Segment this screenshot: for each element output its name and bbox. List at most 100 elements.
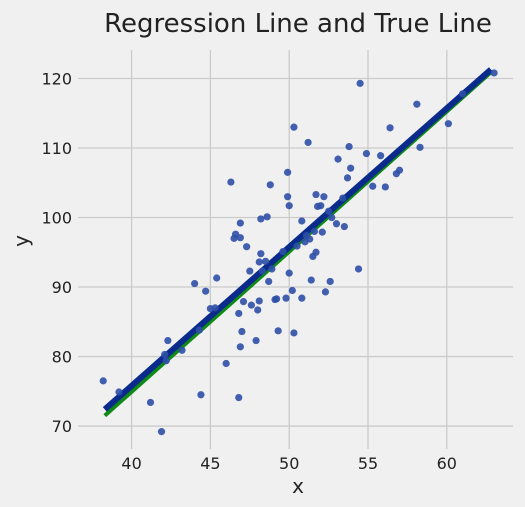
data-point <box>255 297 263 305</box>
data-point <box>284 193 292 201</box>
data-point <box>257 250 265 258</box>
data-point <box>247 301 255 309</box>
regression-line <box>102 67 493 412</box>
data-points <box>99 69 498 436</box>
grid <box>78 50 513 449</box>
data-point <box>369 182 377 190</box>
data-point <box>211 304 219 312</box>
data-point <box>395 166 404 174</box>
data-point <box>236 343 244 351</box>
data-point <box>285 269 293 277</box>
data-point <box>227 178 235 186</box>
data-point <box>239 298 248 306</box>
data-point <box>293 242 301 250</box>
data-point <box>284 168 292 176</box>
data-point <box>178 346 186 354</box>
x-tick-label: 60 <box>437 454 457 473</box>
data-point <box>202 287 210 295</box>
data-point <box>268 265 276 273</box>
data-point <box>288 286 296 295</box>
data-point <box>306 235 314 243</box>
data-point <box>246 267 254 275</box>
data-point <box>317 202 325 210</box>
data-point <box>157 428 166 436</box>
x-tick-labels: 40 45 50 55 60 <box>121 454 457 473</box>
data-point <box>279 247 287 256</box>
data-point <box>312 248 320 256</box>
data-point <box>282 294 290 302</box>
data-point <box>257 215 265 223</box>
data-point <box>195 326 203 334</box>
data-point <box>236 219 244 227</box>
data-point <box>354 265 363 273</box>
data-point <box>304 138 312 147</box>
x-tick-label: 40 <box>121 454 141 473</box>
data-point <box>263 213 271 221</box>
data-point <box>413 100 421 108</box>
data-point <box>458 90 467 98</box>
data-point <box>258 267 267 275</box>
data-point <box>340 222 348 231</box>
data-point <box>261 257 270 265</box>
data-point <box>146 398 155 407</box>
data-point <box>307 276 315 284</box>
data-point <box>356 79 364 87</box>
y-tick-label: 120 <box>41 70 72 89</box>
data-point <box>161 350 169 359</box>
data-point <box>339 194 347 202</box>
data-point <box>197 391 205 399</box>
data-point <box>345 143 353 151</box>
data-point <box>321 288 330 296</box>
data-point <box>290 329 298 337</box>
data-point <box>235 309 243 318</box>
data-point <box>191 279 199 288</box>
data-point <box>444 120 452 128</box>
data-point <box>235 393 243 402</box>
y-tick-label: 80 <box>52 348 72 367</box>
data-point <box>377 152 385 160</box>
data-point <box>274 327 282 335</box>
data-point <box>416 143 424 151</box>
data-point <box>243 243 251 251</box>
data-point <box>381 183 389 191</box>
data-point <box>236 234 244 242</box>
data-point <box>343 174 352 182</box>
data-point <box>99 377 107 385</box>
data-point <box>324 207 333 215</box>
data-point <box>254 306 262 314</box>
y-tick-label: 90 <box>52 278 72 297</box>
data-point <box>265 277 273 286</box>
data-point <box>255 258 263 266</box>
y-tick-labels: 70 80 90 100 110 120 <box>41 70 72 437</box>
data-point <box>266 181 274 189</box>
x-tick-label: 55 <box>358 454 378 473</box>
data-point <box>490 69 498 77</box>
data-point <box>164 336 172 345</box>
data-point <box>310 227 319 236</box>
x-axis-label: x <box>292 474 304 498</box>
data-point <box>312 190 320 199</box>
data-point <box>328 213 336 222</box>
data-point <box>386 124 394 132</box>
data-point <box>290 123 298 131</box>
data-point <box>347 164 355 172</box>
data-point <box>115 388 123 396</box>
data-point <box>272 295 281 303</box>
data-point <box>162 357 170 365</box>
data-point <box>334 155 342 163</box>
chart-title: Regression Line and True Line <box>104 9 492 39</box>
x-tick-label: 50 <box>279 454 299 473</box>
data-point <box>213 274 221 282</box>
data-point <box>222 359 230 368</box>
data-point <box>252 336 260 345</box>
data-point <box>320 193 328 201</box>
y-axis-label: y <box>9 235 33 247</box>
data-point <box>332 220 341 228</box>
y-tick-label: 70 <box>52 417 72 436</box>
y-tick-label: 100 <box>41 209 72 228</box>
data-point <box>318 228 326 236</box>
data-point <box>326 277 334 286</box>
data-point <box>238 327 246 336</box>
y-tick-label: 110 <box>41 139 72 158</box>
